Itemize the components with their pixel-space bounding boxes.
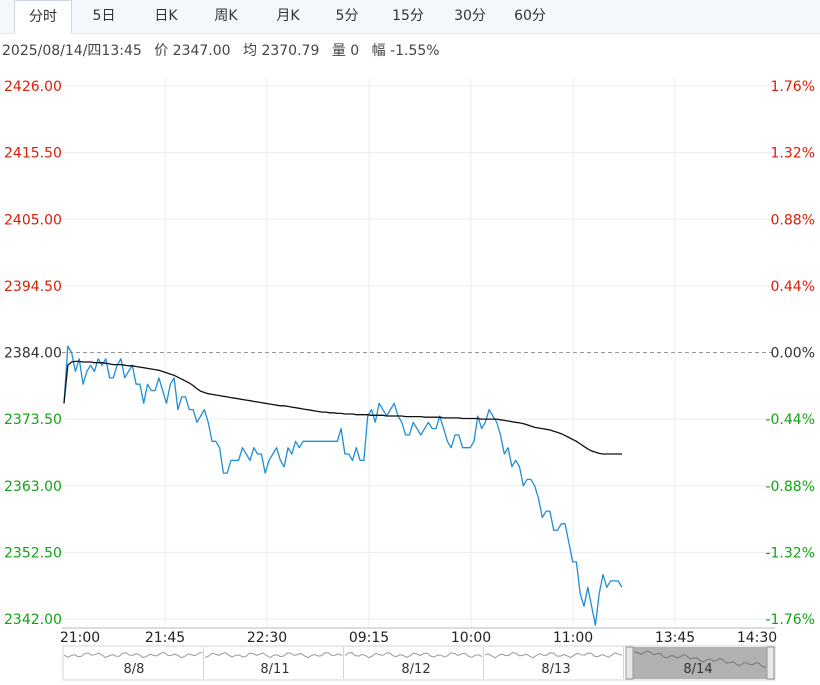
series-line-average — [63, 360, 622, 455]
quote-volume: 量 0 — [331, 43, 360, 59]
pct-tick-label-6: -0.88% — [765, 479, 815, 495]
navigator-label-4: 8/14 — [683, 662, 712, 677]
period-tab-bar: 分时 5日 日K 周K 月K 5分 15分 30分 60分 — [0, 0, 820, 34]
series-line-price — [63, 345, 623, 626]
x-tick-label-4: 10:00 — [451, 630, 491, 646]
tab-5[interactable]: 5分 — [335, 8, 359, 24]
tab-0[interactable]: 分时 — [14, 0, 72, 34]
navigator-trace-0 — [63, 651, 203, 659]
x-tick-label-5: 11:00 — [553, 630, 593, 646]
pct-tick-label-4: 0.00% — [771, 346, 815, 362]
tab-3[interactable]: 周K — [214, 8, 238, 24]
quote-info-bar: 2025/08/14/四13:45 价 2347.00 均 2370.79 量 … — [2, 41, 448, 61]
y-tick-label-5: 2373.50 — [4, 412, 62, 428]
navigator-trace-1 — [204, 652, 343, 659]
pct-tick-label-5: -0.44% — [765, 412, 815, 428]
x-tick-label-1: 21:45 — [145, 630, 185, 646]
navigator-label-3: 8/13 — [541, 662, 570, 677]
navigator-trace-4 — [633, 650, 766, 668]
tab-8[interactable]: 60分 — [514, 8, 546, 24]
pct-tick-label-2: 0.88% — [771, 212, 815, 228]
tab-7[interactable]: 30分 — [454, 8, 486, 24]
quote-datetime: 2025/08/14/四13:45 — [2, 43, 142, 59]
navigator-label-0: 8/8 — [124, 662, 145, 677]
y-tick-label-6: 2363.00 — [4, 479, 62, 495]
navigator-handle-left — [625, 646, 634, 680]
pct-tick-label-7: -1.32% — [765, 545, 815, 561]
pct-tick-label-1: 1.32% — [771, 146, 815, 162]
x-tick-label-0: 21:00 — [60, 630, 100, 646]
tab-6[interactable]: 15分 — [392, 8, 424, 24]
navigator-label-2: 8/12 — [401, 662, 430, 677]
x-tick-label-6: 13:45 — [655, 630, 695, 646]
x-tick-label-7: 14:30 — [737, 630, 777, 646]
y-tick-label-0: 2426.00 — [4, 79, 62, 95]
y-tick-label-2: 2405.00 — [4, 212, 62, 228]
y-tick-label-4: 2384.00 — [4, 346, 62, 362]
pct-tick-label-3: 0.44% — [771, 279, 815, 295]
tab-2[interactable]: 日K — [154, 8, 178, 24]
quote-change: 幅 -1.55% — [371, 43, 440, 59]
navigator-trace-2 — [344, 652, 483, 659]
navigator-label-1: 8/11 — [260, 662, 289, 677]
y-tick-label-7: 2352.50 — [4, 545, 62, 561]
x-tick-label-2: 22:30 — [247, 630, 287, 646]
y-tick-label-3: 2394.50 — [4, 279, 62, 295]
pct-tick-label-0: 1.76% — [771, 79, 815, 95]
x-tick-label-3: 09:15 — [349, 630, 389, 646]
quote-price: 价 2347.00 — [154, 43, 231, 59]
y-tick-label-8: 2342.00 — [4, 612, 62, 628]
y-tick-label-1: 2415.50 — [4, 146, 62, 162]
navigator-trace-3 — [484, 652, 623, 659]
tab-4[interactable]: 月K — [276, 8, 300, 24]
navigator-handle-right — [766, 646, 775, 680]
tab-1[interactable]: 5日 — [92, 8, 116, 24]
pct-tick-label-8: -1.76% — [765, 612, 815, 628]
quote-average: 均 2370.79 — [243, 43, 320, 59]
